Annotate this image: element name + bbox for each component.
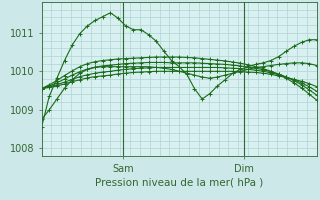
- X-axis label: Pression niveau de la mer( hPa ): Pression niveau de la mer( hPa ): [95, 178, 263, 188]
